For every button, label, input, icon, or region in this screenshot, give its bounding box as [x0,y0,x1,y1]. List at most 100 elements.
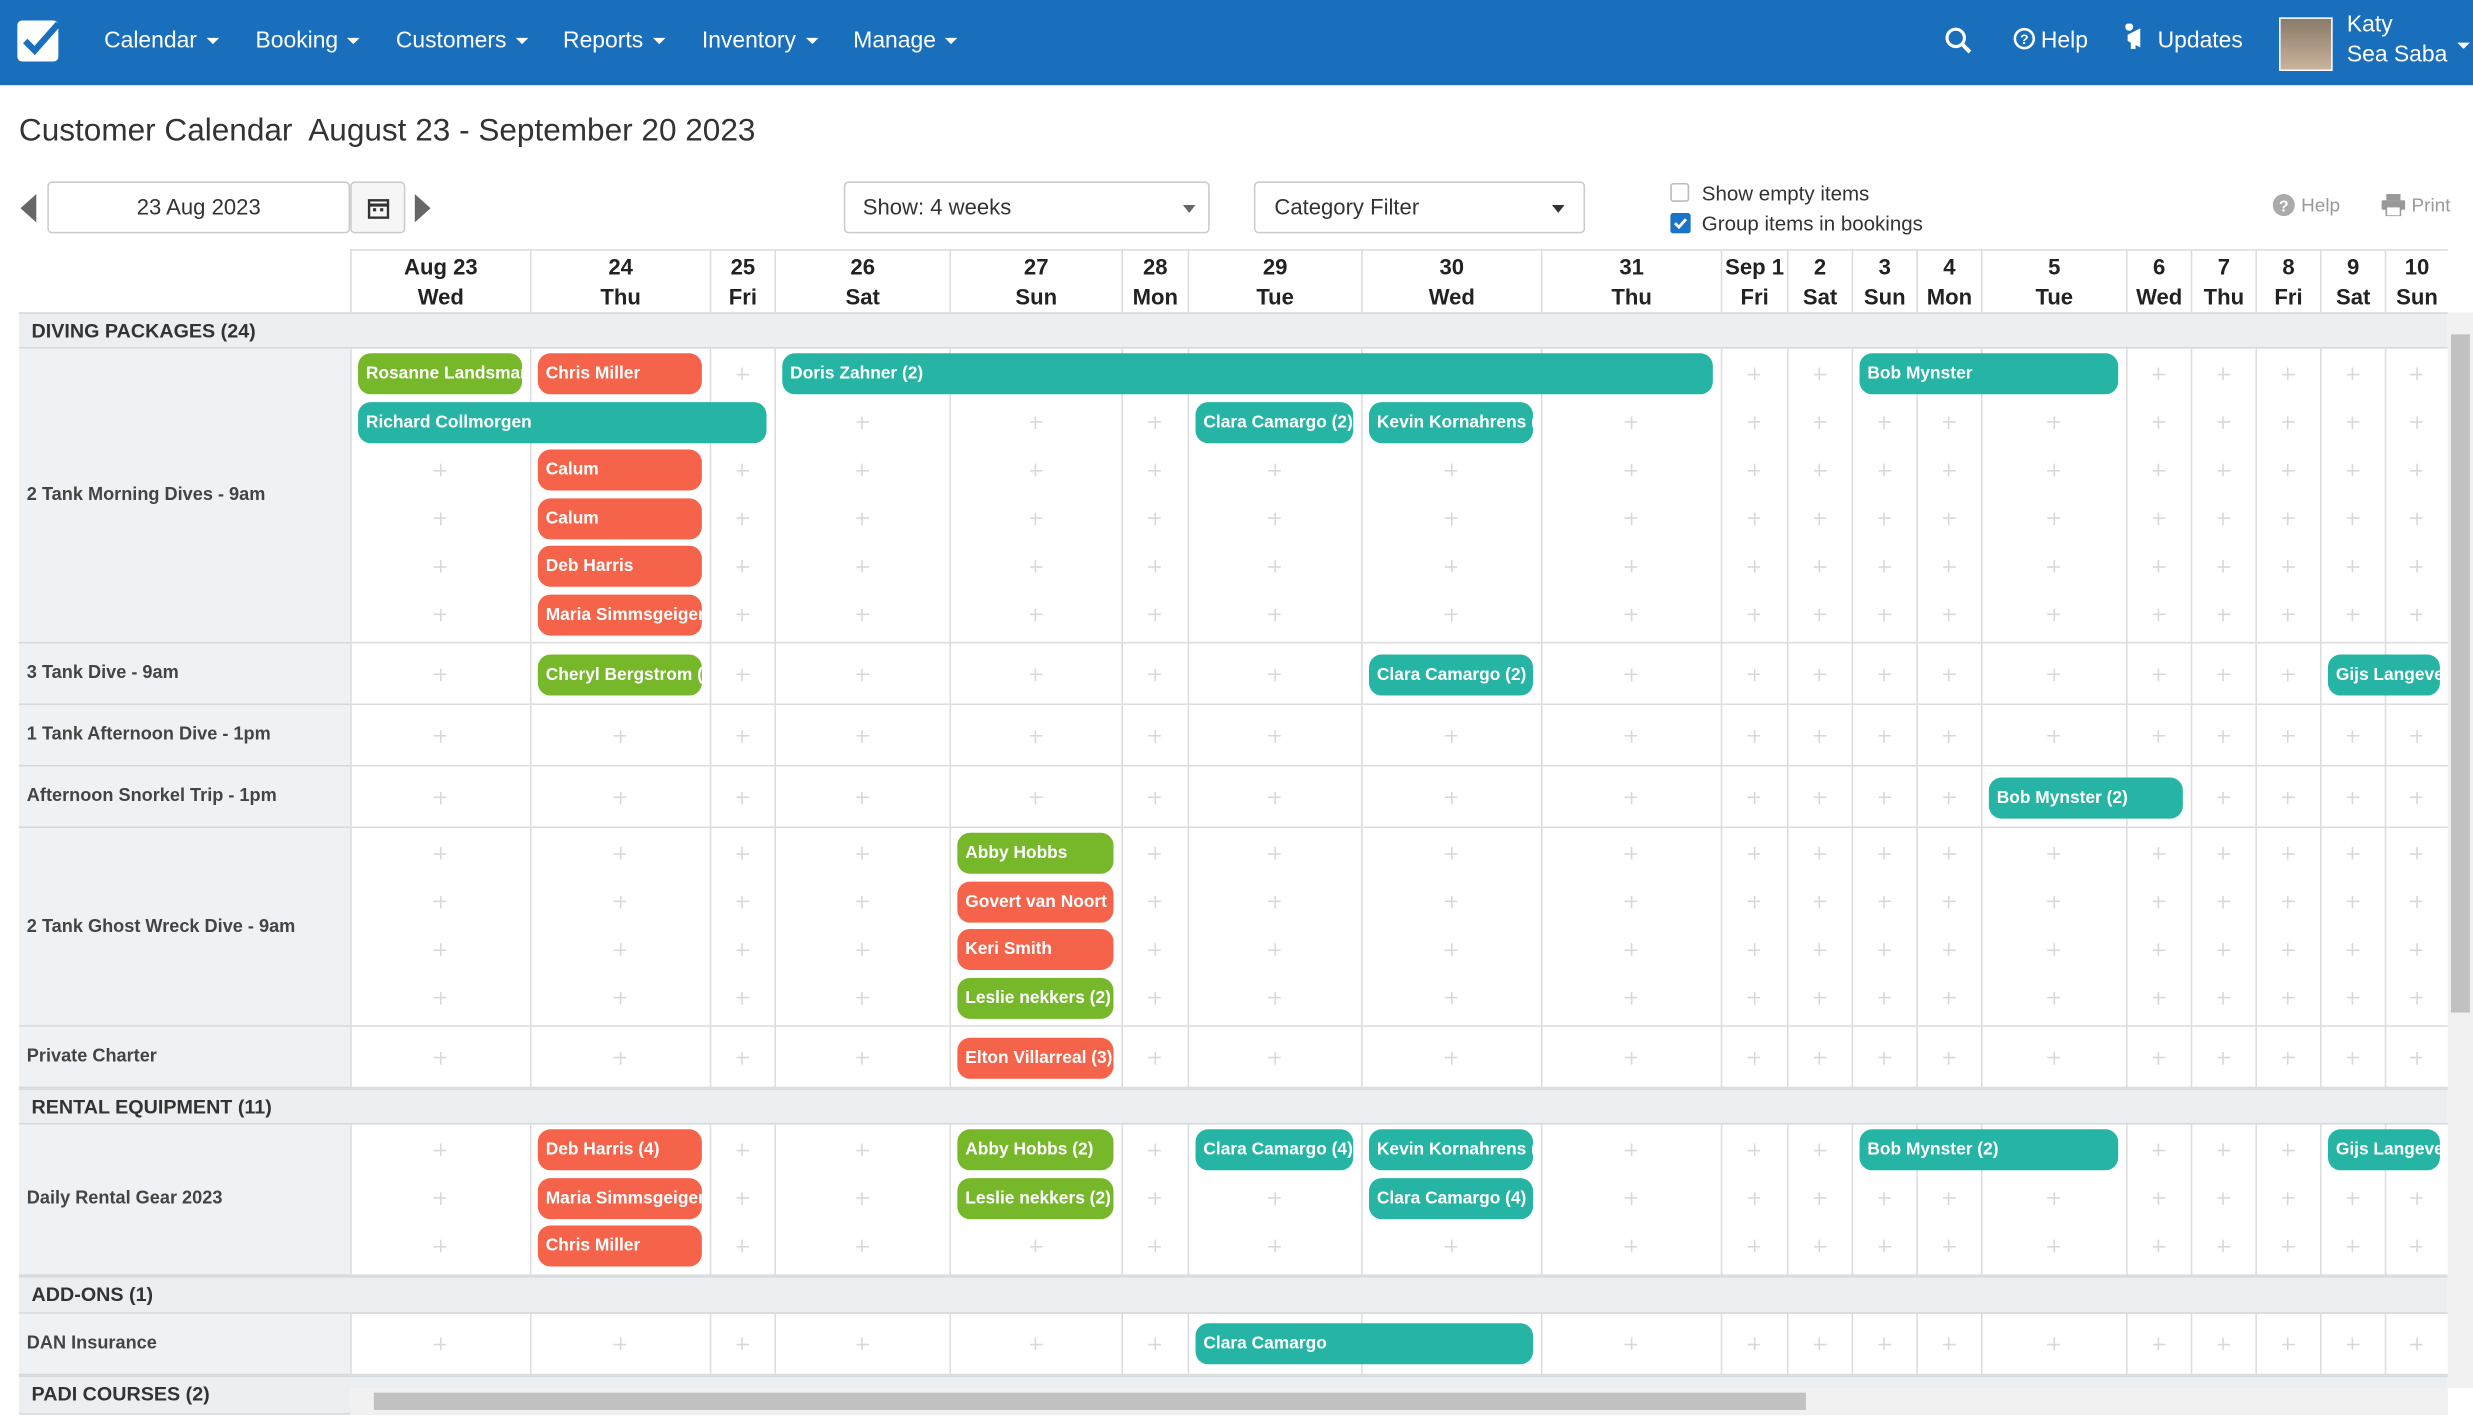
add-icon[interactable] [2047,943,2060,956]
add-icon[interactable] [2281,559,2295,573]
add-icon[interactable] [1747,367,1761,381]
day-cell[interactable] [1361,348,1541,644]
add-icon[interactable] [1812,943,1826,956]
add-icon[interactable] [2281,463,2295,477]
add-icon[interactable] [1877,559,1891,573]
add-icon[interactable] [1877,846,1891,860]
booking[interactable]: Kevin Kornahrens ( [1369,1129,1534,1171]
add-icon[interactable] [433,608,447,621]
add-icon[interactable] [735,1337,749,1351]
day-cell[interactable] [2190,1124,2256,1276]
add-icon[interactable] [613,895,627,908]
day-cell[interactable] [2384,1124,2448,1276]
add-icon[interactable] [2047,415,2060,429]
booking[interactable]: Gijs Langeveld [2327,653,2440,695]
day-cell[interactable] [2255,1313,2321,1375]
add-icon[interactable] [1747,846,1761,860]
add-icon[interactable] [735,729,749,743]
add-icon[interactable] [1877,991,1891,1004]
day-cell[interactable] [1187,1124,1362,1276]
day-cell[interactable] [1786,1124,1852,1276]
add-icon[interactable] [855,943,869,956]
booking[interactable]: Rosanne Landsman ( [358,353,523,395]
add-icon[interactable] [1812,608,1826,621]
add-icon[interactable] [1812,895,1826,908]
day-cell[interactable] [1540,828,1721,1027]
add-icon[interactable] [735,1191,749,1205]
add-icon[interactable] [433,790,447,804]
add-icon[interactable] [2216,608,2230,621]
updates-link[interactable]: Updates [2124,0,2243,85]
day-cell[interactable] [1851,1313,1917,1375]
prev-arrow[interactable] [19,192,38,224]
day-cell[interactable] [709,828,775,1027]
day-cell[interactable] [529,705,710,767]
day-cell[interactable] [2190,1313,2256,1375]
add-icon[interactable] [2346,943,2359,956]
add-icon[interactable] [2346,790,2359,804]
day-cell[interactable] [1361,705,1541,767]
add-icon[interactable] [2409,608,2423,621]
day-cell[interactable] [2320,643,2385,706]
add-icon[interactable] [855,1337,869,1351]
day-cell[interactable] [2384,705,2448,767]
add-icon[interactable] [613,729,627,743]
add-icon[interactable] [2409,943,2423,956]
add-icon[interactable] [2047,991,2060,1004]
day-cell[interactable] [1851,1026,1917,1089]
add-icon[interactable] [1942,415,1955,429]
add-icon[interactable] [735,846,749,860]
add-icon[interactable] [1268,608,1281,621]
add-icon[interactable] [855,991,869,1004]
day-cell[interactable] [2384,828,2448,1027]
day-cell[interactable] [709,705,775,767]
day-cell[interactable] [2320,1026,2385,1089]
booking[interactable]: Elton Villarreal (3) [957,1037,1114,1079]
add-icon[interactable] [1268,790,1281,804]
add-icon[interactable] [433,943,447,956]
add-icon[interactable] [1148,608,1161,621]
add-icon[interactable] [1624,608,1638,621]
day-cell[interactable] [2126,828,2191,1027]
add-icon[interactable] [2216,1239,2230,1253]
day-cell[interactable] [1361,766,1541,829]
add-icon[interactable] [1747,729,1761,743]
add-icon[interactable] [2216,511,2230,525]
add-icon[interactable] [2281,1143,2295,1157]
day-cell[interactable] [709,766,775,829]
add-icon[interactable] [2047,1239,2060,1253]
day-cell[interactable] [2126,1026,2191,1089]
add-icon[interactable] [1877,790,1891,804]
add-icon[interactable] [1444,729,1458,743]
day-cell[interactable] [709,643,775,706]
day-cell[interactable] [1121,1026,1188,1089]
add-icon[interactable] [735,667,749,681]
add-icon[interactable] [2346,1239,2359,1253]
add-icon[interactable] [1942,790,1955,804]
day-cell[interactable] [2320,705,2385,767]
add-icon[interactable] [1747,559,1761,573]
add-icon[interactable] [735,895,749,908]
add-icon[interactable] [2216,463,2230,477]
add-icon[interactable] [1148,790,1161,804]
day-cell[interactable] [1121,766,1188,829]
booking[interactable]: Deb Harris (4) [537,1129,702,1171]
add-icon[interactable] [2216,415,2230,429]
add-icon[interactable] [2152,846,2165,860]
add-icon[interactable] [2346,1051,2359,1064]
add-icon[interactable] [1148,991,1161,1004]
day-cell[interactable] [1980,828,2127,1027]
day-cell[interactable] [1187,1313,1362,1375]
nav-item[interactable]: Inventory [702,0,819,85]
add-icon[interactable] [855,667,869,681]
add-icon[interactable] [1624,790,1638,804]
add-icon[interactable] [855,846,869,860]
vertical-scrollbar[interactable] [2447,312,2473,1388]
add-icon[interactable] [2409,463,2423,477]
add-icon[interactable] [2047,1051,2060,1064]
add-icon[interactable] [1444,790,1458,804]
add-icon[interactable] [1942,1051,1955,1064]
checkbox-checked[interactable] [1670,212,1691,234]
day-cell[interactable] [2384,766,2448,829]
add-icon[interactable] [1029,1337,1042,1351]
